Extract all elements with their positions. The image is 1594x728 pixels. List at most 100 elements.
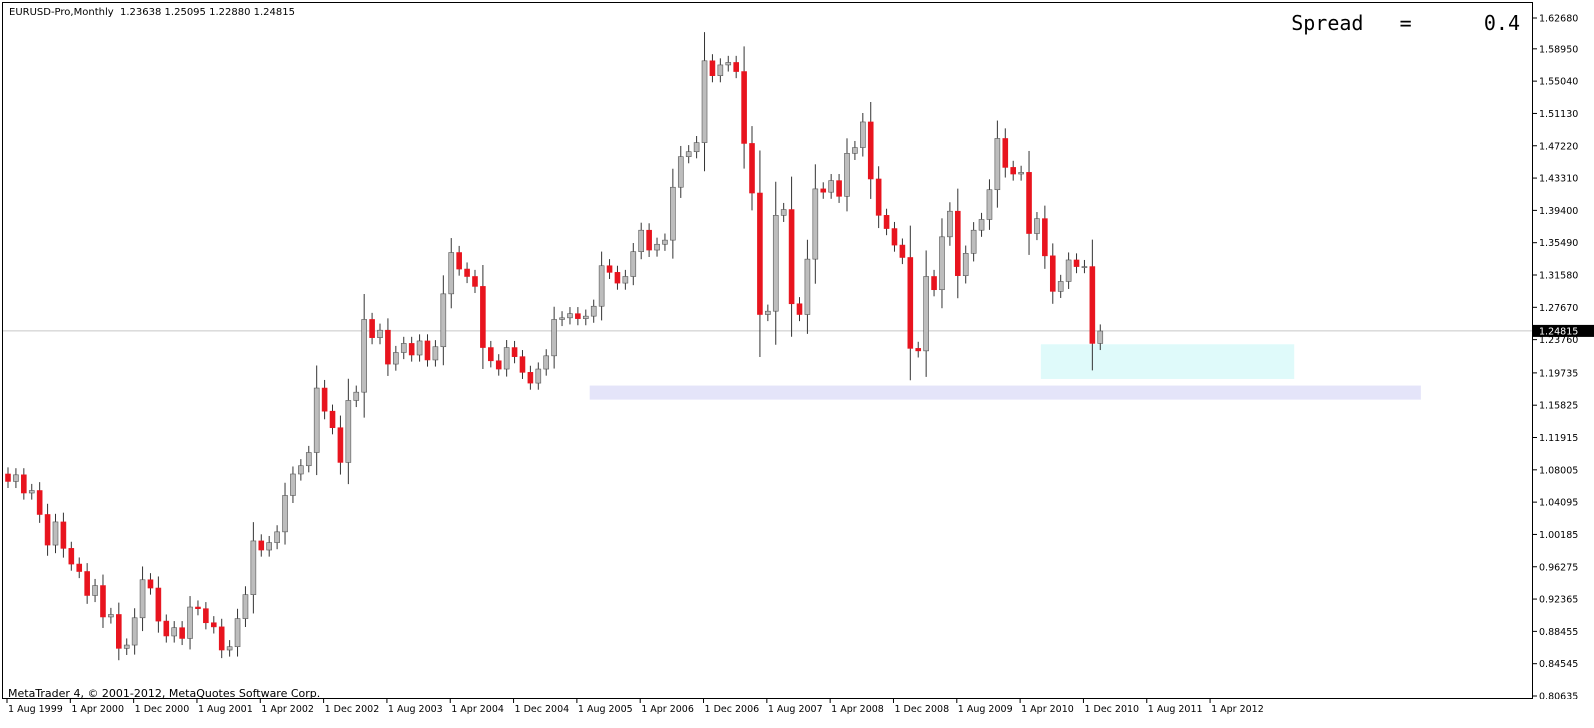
candle[interactable] (978, 212, 985, 237)
candle[interactable] (543, 349, 550, 376)
candle[interactable] (1018, 165, 1024, 181)
candle[interactable] (400, 336, 407, 360)
candle[interactable] (954, 188, 961, 299)
candle[interactable] (693, 136, 700, 159)
candle[interactable] (1073, 253, 1080, 274)
candle[interactable] (472, 269, 478, 294)
candle[interactable] (685, 145, 692, 164)
candle[interactable] (820, 182, 827, 199)
candle[interactable] (939, 218, 945, 309)
candle[interactable] (503, 340, 510, 377)
candle[interactable] (1057, 274, 1064, 298)
candle[interactable] (812, 164, 819, 284)
candle[interactable] (915, 341, 922, 358)
candle[interactable] (495, 354, 502, 376)
candle[interactable] (377, 323, 383, 345)
candle[interactable] (606, 259, 613, 279)
candle[interactable] (614, 265, 621, 290)
candle[interactable] (947, 202, 953, 246)
candle[interactable] (622, 269, 629, 290)
candle[interactable] (298, 459, 304, 481)
candle[interactable] (1026, 150, 1032, 255)
candle[interactable] (559, 311, 565, 327)
candle[interactable] (369, 312, 375, 345)
support-zone-lavender[interactable] (589, 385, 1421, 400)
candle[interactable] (416, 334, 423, 362)
candle[interactable] (899, 238, 906, 265)
candle[interactable] (772, 181, 779, 345)
candle[interactable] (804, 239, 811, 334)
candle[interactable] (290, 466, 296, 503)
candle[interactable] (962, 245, 969, 284)
candle[interactable] (345, 378, 352, 485)
candle[interactable] (13, 468, 19, 489)
candle[interactable] (258, 534, 265, 557)
candle[interactable] (242, 586, 249, 627)
support-zone-cyan[interactable] (1040, 344, 1295, 379)
candle[interactable] (84, 563, 90, 604)
candlestick-chart[interactable] (3, 3, 1532, 698)
candle[interactable] (76, 557, 83, 579)
candle[interactable] (480, 265, 486, 369)
candle[interactable] (875, 166, 882, 229)
candle[interactable] (970, 222, 977, 262)
candle[interactable] (519, 350, 526, 379)
candle[interactable] (796, 297, 803, 322)
candle[interactable] (1034, 212, 1040, 241)
candle[interactable] (218, 618, 225, 659)
candle[interactable] (883, 208, 890, 236)
candle[interactable] (179, 621, 185, 646)
candle[interactable] (305, 445, 312, 473)
candle[interactable] (28, 483, 35, 500)
candle[interactable] (662, 233, 668, 251)
candle[interactable] (590, 299, 597, 323)
candle[interactable] (456, 245, 462, 276)
candle[interactable] (867, 102, 874, 199)
candle[interactable] (361, 294, 367, 418)
candle[interactable] (100, 574, 106, 628)
candle[interactable] (749, 126, 755, 211)
time-axis[interactable]: 1 Aug 1999 1 Apr 2000 1 Dec 2000 1 Aug 2001… (0, 699, 1533, 728)
candle[interactable] (353, 385, 360, 408)
candle[interactable] (677, 145, 684, 198)
candle[interactable] (701, 32, 708, 172)
candle[interactable] (582, 309, 589, 326)
candle[interactable] (432, 340, 439, 367)
candle[interactable] (60, 512, 67, 558)
candle[interactable] (535, 362, 542, 390)
candle[interactable] (646, 223, 652, 257)
candle[interactable] (226, 640, 233, 657)
candle[interactable] (860, 112, 866, 157)
candle[interactable] (92, 578, 98, 603)
candle[interactable] (733, 55, 739, 79)
candle[interactable] (741, 46, 747, 169)
candle[interactable] (408, 336, 415, 362)
candle[interactable] (828, 174, 834, 199)
candle[interactable] (757, 150, 763, 358)
candle[interactable] (393, 345, 399, 371)
candle[interactable] (1042, 205, 1048, 269)
candle[interactable] (765, 304, 771, 322)
candle[interactable] (780, 202, 787, 222)
candle[interactable] (234, 608, 241, 657)
candle[interactable] (321, 379, 328, 420)
candle[interactable] (567, 307, 573, 325)
candle[interactable] (725, 55, 732, 72)
candle[interactable] (424, 334, 431, 367)
candle[interactable] (250, 522, 257, 614)
candle[interactable] (630, 243, 637, 286)
candle[interactable] (1081, 259, 1088, 274)
candle[interactable] (274, 525, 280, 550)
candle[interactable] (788, 176, 795, 337)
candle[interactable] (68, 541, 75, 571)
candle[interactable] (464, 262, 470, 284)
candle[interactable] (187, 596, 193, 650)
candle[interactable] (638, 222, 645, 260)
candle[interactable] (337, 415, 344, 475)
candle[interactable] (527, 365, 534, 390)
candle[interactable] (654, 237, 660, 257)
candle[interactable] (670, 168, 676, 259)
candle[interactable] (598, 251, 605, 321)
candle[interactable] (44, 503, 51, 556)
candle[interactable] (163, 614, 170, 643)
